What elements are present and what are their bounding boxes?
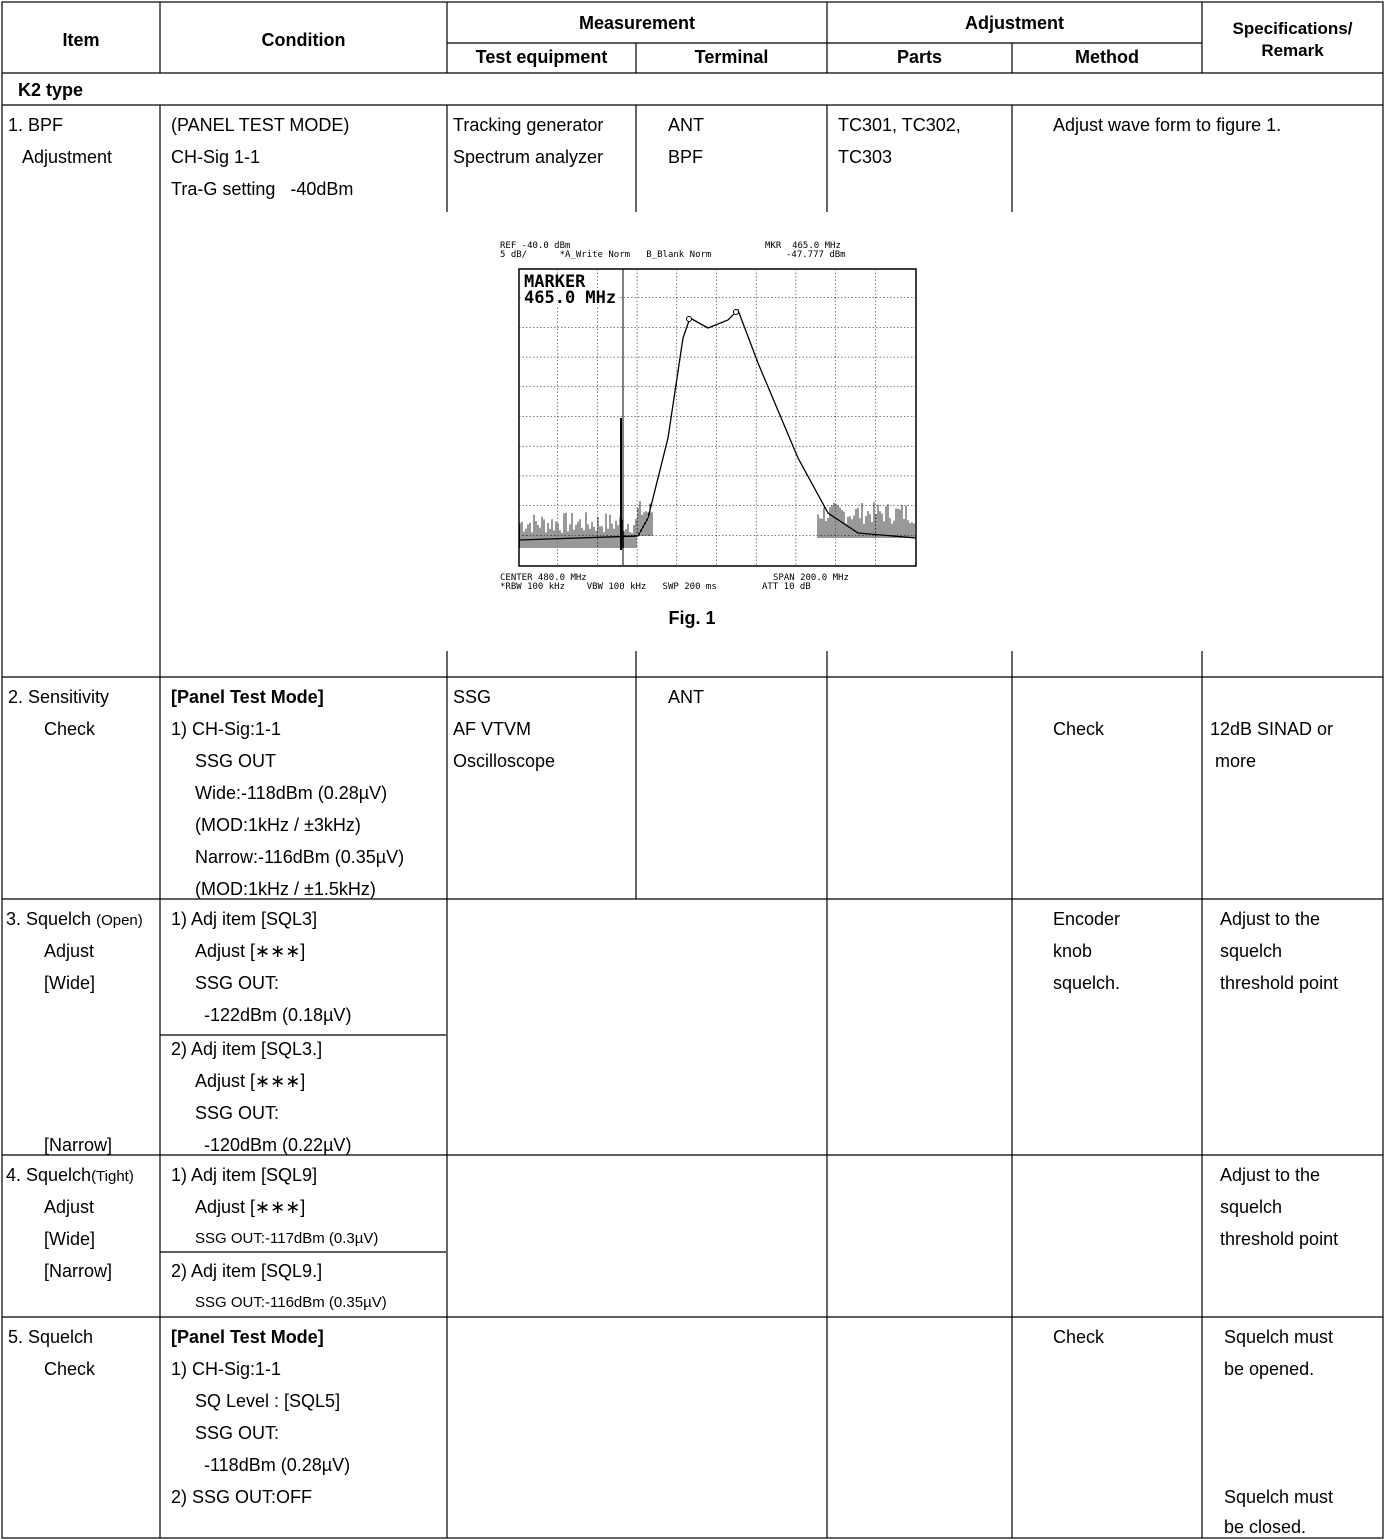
r5-method: Check — [1053, 1327, 1105, 1347]
r4-cond-a-2: Adjust [∗∗∗] — [195, 1197, 306, 1217]
fig-span: SPAN 200.0 MHz — [773, 573, 849, 583]
r4-cond-b-2: SSG OUT:-116dBm (0.35µV) — [195, 1294, 387, 1311]
header-adjustment: Adjustment — [965, 13, 1064, 33]
fig-center: CENTER 480.0 MHz — [500, 573, 587, 583]
r1-parts-2: TC303 — [838, 147, 893, 167]
section-title: K2 type — [18, 80, 84, 100]
r4-item-2: Adjust — [44, 1197, 95, 1217]
r2-item-1: 2. Sensitivity — [8, 687, 110, 707]
r4-spec-2: squelch — [1220, 1197, 1283, 1217]
r3-method-2: knob — [1053, 941, 1093, 961]
r2-spec-1: 12dB SINAD or — [1210, 719, 1334, 739]
fig-marker-level: -47.777 dBm — [786, 250, 846, 260]
r4-item-main: 4. Squelch — [6, 1165, 92, 1185]
r3-spec-3: threshold point — [1220, 973, 1339, 993]
r3-item-small: (Open) — [96, 912, 143, 929]
r2-equip-3: Oscilloscope — [453, 751, 556, 771]
fig-ref-line: REF -40.0 dBm — [500, 241, 571, 251]
r2-method: Check — [1053, 719, 1105, 739]
header-test-equipment: Test equipment — [475, 47, 608, 67]
header-measurement: Measurement — [578, 13, 696, 33]
r4-cond-a-1: 1) Adj item [SQL9] — [171, 1165, 318, 1185]
r3-item-main: 3. Squelch — [6, 909, 92, 929]
r1-method: Adjust wave form to figure 1. — [1053, 115, 1282, 135]
r3-item-3: [Wide] — [44, 973, 96, 993]
r5-cond-title: [Panel Test Mode] — [171, 1327, 324, 1347]
r4-cond-a-3: SSG OUT:-117dBm (0.3µV) — [195, 1230, 379, 1247]
r4-spec-3: threshold point — [1220, 1229, 1339, 1249]
r3-cond-b-4: -120dBm (0.22µV) — [204, 1135, 352, 1155]
r3-spec-1: Adjust to the — [1220, 909, 1321, 929]
header-parts: Parts — [896, 47, 943, 67]
r5-spec-a-2: be opened. — [1224, 1359, 1315, 1379]
r3-item-1: 3. Squelch (Open) — [6, 909, 143, 931]
fig-marker-value: 465.0 MHz — [522, 288, 619, 308]
header-terminal: Terminal — [694, 47, 769, 67]
r1-equip-2: Spectrum analyzer — [453, 147, 604, 167]
r1-term-2: BPF — [668, 147, 704, 167]
r2-cond-6: (MOD:1kHz / ±1.5kHz) — [195, 879, 376, 899]
r2-terminal: ANT — [668, 687, 704, 707]
r2-spec-2: more — [1215, 751, 1257, 771]
r4-item-3: [Wide] — [44, 1229, 96, 1249]
fig-marker-freq: MKR 465.0 MHz — [765, 241, 841, 251]
header-remark: Remark — [1261, 41, 1324, 60]
r3-method-3: squelch. — [1053, 973, 1121, 993]
r2-cond-1: 1) CH-Sig:1-1 — [171, 719, 282, 739]
r5-cond-3: SSG OUT: — [195, 1423, 280, 1443]
r5-item-2: Check — [44, 1359, 96, 1379]
r5-spec-b-2: be closed. — [1224, 1517, 1307, 1537]
r1-parts-1: TC301, TC302, — [838, 115, 961, 135]
r3-cond-b-3: SSG OUT: — [195, 1103, 280, 1123]
header-method: Method — [1075, 47, 1139, 67]
r3-cond-a-1: 1) Adj item [SQL3] — [171, 909, 318, 929]
r5-cond-5: 2) SSG OUT:OFF — [171, 1487, 313, 1507]
r4-item-4: [Narrow] — [44, 1261, 113, 1281]
r5-cond-2: SQ Level : [SQL5] — [195, 1391, 341, 1411]
r2-cond-3: Wide:-118dBm (0.28µV) — [195, 783, 388, 803]
r1-term-1: ANT — [668, 115, 704, 135]
r4-item-small: (Tight) — [91, 1168, 134, 1185]
r5-cond-4: -118dBm (0.28µV) — [204, 1455, 351, 1475]
fig-scale-line: 5 dB/ *A_Write Norm B_Blank Norm — [500, 250, 712, 260]
r5-spec-b-1: Squelch must — [1224, 1487, 1334, 1507]
header-item: Item — [62, 30, 100, 50]
header-condition: Condition — [261, 30, 346, 50]
r2-cond-title: [Panel Test Mode] — [171, 687, 324, 707]
r3-cond-b-1: 2) Adj item [SQL3.] — [171, 1039, 323, 1059]
r5-spec-a-1: Squelch must — [1224, 1327, 1334, 1347]
r1-cond-2: CH-Sig 1-1 — [171, 147, 261, 167]
r4-spec-1: Adjust to the — [1220, 1165, 1321, 1185]
r4-item-1: 4. Squelch(Tight) — [6, 1165, 134, 1187]
fig-rbw: *RBW 100 kHz VBW 100 kHz SWP 200 ms — [500, 582, 717, 592]
fig-marker-label: MARKER — [522, 272, 588, 292]
r3-spec-2: squelch — [1220, 941, 1283, 961]
r4-cond-b-1: 2) Adj item [SQL9.] — [171, 1261, 323, 1281]
fig-caption: Fig. 1 — [668, 608, 716, 628]
r3-item-4: [Narrow] — [44, 1135, 113, 1155]
r5-item-1: 5. Squelch — [8, 1327, 94, 1347]
r3-cond-a-2: Adjust [∗∗∗] — [195, 941, 306, 961]
r1-item-2: Adjustment — [22, 147, 113, 167]
r1-cond-1: (PANEL TEST MODE) — [171, 115, 350, 135]
r2-item-2: Check — [44, 719, 96, 739]
r2-equip-1: SSG — [453, 687, 492, 707]
r1-equip-1: Tracking generator — [453, 115, 604, 135]
r2-cond-4: (MOD:1kHz / ±3kHz) — [195, 815, 361, 835]
r3-cond-b-2: Adjust [∗∗∗] — [195, 1071, 306, 1091]
r3-cond-a-3: SSG OUT: — [195, 973, 280, 993]
r1-item-1: 1. BPF — [8, 115, 64, 135]
r2-equip-2: AF VTVM — [453, 719, 532, 739]
r3-method-1: Encoder — [1053, 909, 1121, 929]
r2-cond-5: Narrow:-116dBm (0.35µV) — [195, 847, 405, 867]
r2-cond-2: SSG OUT — [195, 751, 277, 771]
fig-att: ATT 10 dB — [762, 582, 811, 592]
r3-cond-a-4: -122dBm (0.18µV) — [204, 1005, 352, 1025]
r1-cond-3: Tra-G setting -40dBm — [171, 179, 354, 199]
spectrum-analyzer-figure — [518, 268, 917, 567]
r5-cond-1: 1) CH-Sig:1-1 — [171, 1359, 282, 1379]
header-specifications: Specifications/ — [1232, 19, 1353, 38]
r3-item-2: Adjust — [44, 941, 95, 961]
